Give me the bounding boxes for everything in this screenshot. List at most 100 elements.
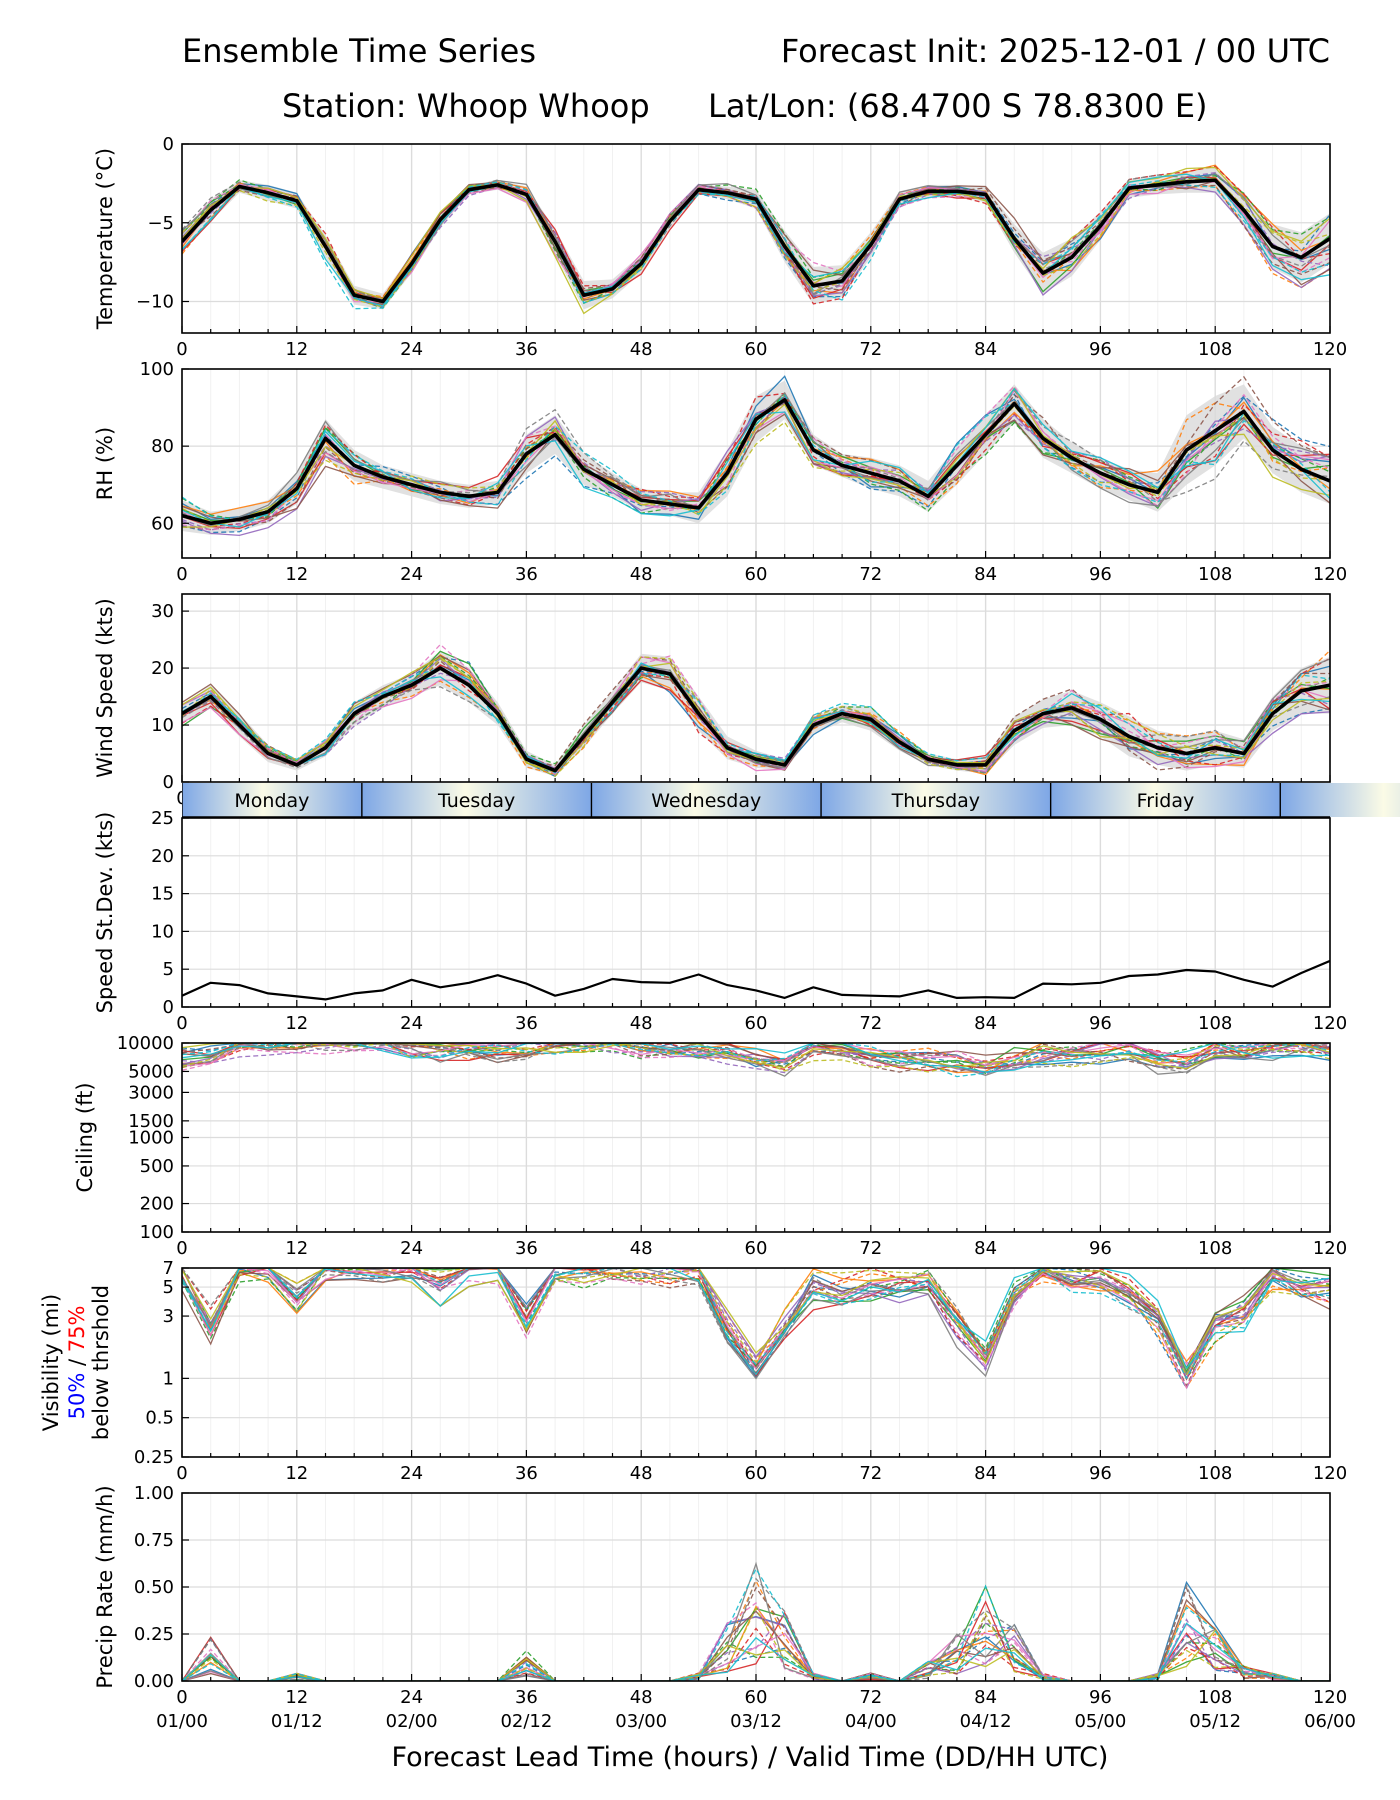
y-tick-label: 15 [151,884,174,905]
plot-area [182,375,1330,537]
valid-time-label: 02/00 [386,1711,438,1732]
y-axis-title: Temperature (°C) [93,148,117,330]
x-tick-label: 0 [176,1463,187,1484]
ensemble-member-line [182,663,1330,774]
x-tick-label: 120 [1313,1238,1347,1259]
x-tick-label: 96 [1089,1013,1112,1034]
y-tick-label: 30 [151,601,174,622]
x-tick-label: 84 [974,564,997,585]
day-band: MondayTuesdayWednesdayThursdayFridaySatu… [182,783,1400,818]
panel-speed_stdev: 0 12 24 36 48 60 72 84 96 108 120 0 5 10 15 20 25 Speed S… [93,808,1347,1034]
title-left: Ensemble Time Series [182,32,536,70]
y-tick-label: 5000 [128,1061,174,1082]
y-tick-label: 20 [151,846,174,867]
panel-wind_speed: 012243648607284961081200102030Wind Speed… [93,593,1347,809]
mean-line [182,178,1330,304]
latlon-label: Lat/Lon: (68.4700 S 78.8300 E) [708,87,1208,125]
ensemble-member-line [182,185,1330,298]
x-tick-label: 84 [974,1687,997,1708]
x-tick-label: 48 [630,339,653,360]
day-label: Wednesday [651,790,761,812]
ensemble-member-line [182,1043,1330,1073]
x-tick-label: 36 [515,1687,538,1708]
ensemble-member-line [182,387,1330,528]
x-axis-title: Forecast Lead Time (hours) / Valid Time … [392,1742,1109,1773]
x-tick-label: 84 [974,339,997,360]
day-label: Tuesday [437,790,515,812]
y-axis-title: Ceiling (ft) [73,1082,97,1192]
y-tick-label: 60 [151,513,174,534]
valid-time-label: 01/00 [156,1711,208,1732]
x-tick-label: 24 [400,1013,423,1034]
y-tick-label: 0 [163,772,174,793]
y-tick-label: −5 [147,213,174,234]
valid-time-label: 05/12 [1189,1711,1241,1732]
x-tick-label: 24 [400,339,423,360]
y-axis-title: Precip Rate (mm/h) [93,1485,117,1688]
y-tick-label: −10 [136,292,174,313]
ensemble-member-line [182,1268,1330,1374]
y-tick-label: 1.00 [134,1483,174,1504]
x-tick-label: 36 [515,1238,538,1259]
threshold-sep: / [65,1352,89,1372]
ensemble-member-line [182,650,1330,775]
ensemble-member-line [182,1606,1330,1681]
x-tick-label: 24 [400,564,423,585]
day-cell [182,783,362,817]
day-label: Thursday [891,790,980,812]
y-axis-title: RH (%) [93,427,117,500]
ensemble-member-line [182,1043,1330,1069]
panel-ceiling: 0 12 24 36 48 60 72 84 96 108 120 100 200 500 10001500… [73,1033,1347,1259]
x-tick-label: 120 [1313,1687,1347,1708]
y-tick-label: 3 [163,1306,174,1327]
ensemble-member-line [182,1043,1330,1078]
ensemble-member-line [182,1621,1330,1681]
mean-line [182,959,1330,1001]
x-tick-label: 96 [1089,1238,1112,1259]
y-axis-title: Visibility (mi) [39,1294,63,1431]
ensemble-member-line [182,1268,1330,1376]
ensemble-member-line [182,180,1330,310]
y-axis-subtitle: below thrshold [89,1285,113,1440]
y-tick-label: 1500 [128,1111,174,1132]
y-tick-label: 0.00 [134,1671,174,1692]
x-tick-label: 60 [745,1238,768,1259]
y-tick-label: 1000 [128,1128,174,1149]
x-tick-label: 84 [974,1013,997,1034]
y-tick-label: 7 [163,1258,174,1279]
day-cell [821,783,1051,817]
x-tick-label: 84 [974,1238,997,1259]
panel-rh: 0 12 24 36 48 60 72 84 96 108 120 60 80 100 RH (%) [93,359,1347,585]
ensemble-member-line [182,1268,1330,1380]
valid-time-label: 04/00 [845,1711,897,1732]
x-tick-label: 48 [630,564,653,585]
x-tick-label: 96 [1089,564,1112,585]
valid-time-label: 03/12 [730,1711,782,1732]
x-tick-label: 72 [859,1687,882,1708]
y-tick-label: 100 [140,1222,174,1243]
y-tick-label: 10 [151,921,174,942]
panels: 0 12 24 36 48 60 72 84 96 108 120 0 −5 −10 Temperature… [39,134,1400,1732]
x-tick-label: 96 [1089,1687,1112,1708]
title-right: Forecast Init: 2025-12-01 / 00 UTC [781,32,1330,70]
x-tick-label: 36 [515,1463,538,1484]
ensemble-member-line [182,1602,1330,1681]
x-tick-label: 72 [859,1463,882,1484]
y-tick-label: 5 [163,959,174,980]
ensemble-member-line [182,1268,1330,1376]
plot-area [182,959,1330,1001]
day-cell [361,783,592,817]
x-tick-label: 72 [859,1238,882,1259]
x-tick-label: 36 [515,1013,538,1034]
x-tick-label: 24 [400,1463,423,1484]
valid-time-label: 03/00 [615,1711,667,1732]
y-tick-label: 200 [140,1194,174,1215]
panel-precip_rate: 0 01/00 12 01/12 24 02/00 36 02/12 48 03/00 60 03/1… [93,1483,1356,1732]
ensemble-member-line [182,393,1330,522]
x-tick-label: 0 [176,1013,187,1034]
ensemble-member-line [182,1567,1330,1681]
x-tick-label: 12 [285,1013,308,1034]
x-tick-label: 60 [745,1013,768,1034]
x-tick-label: 108 [1198,339,1232,360]
